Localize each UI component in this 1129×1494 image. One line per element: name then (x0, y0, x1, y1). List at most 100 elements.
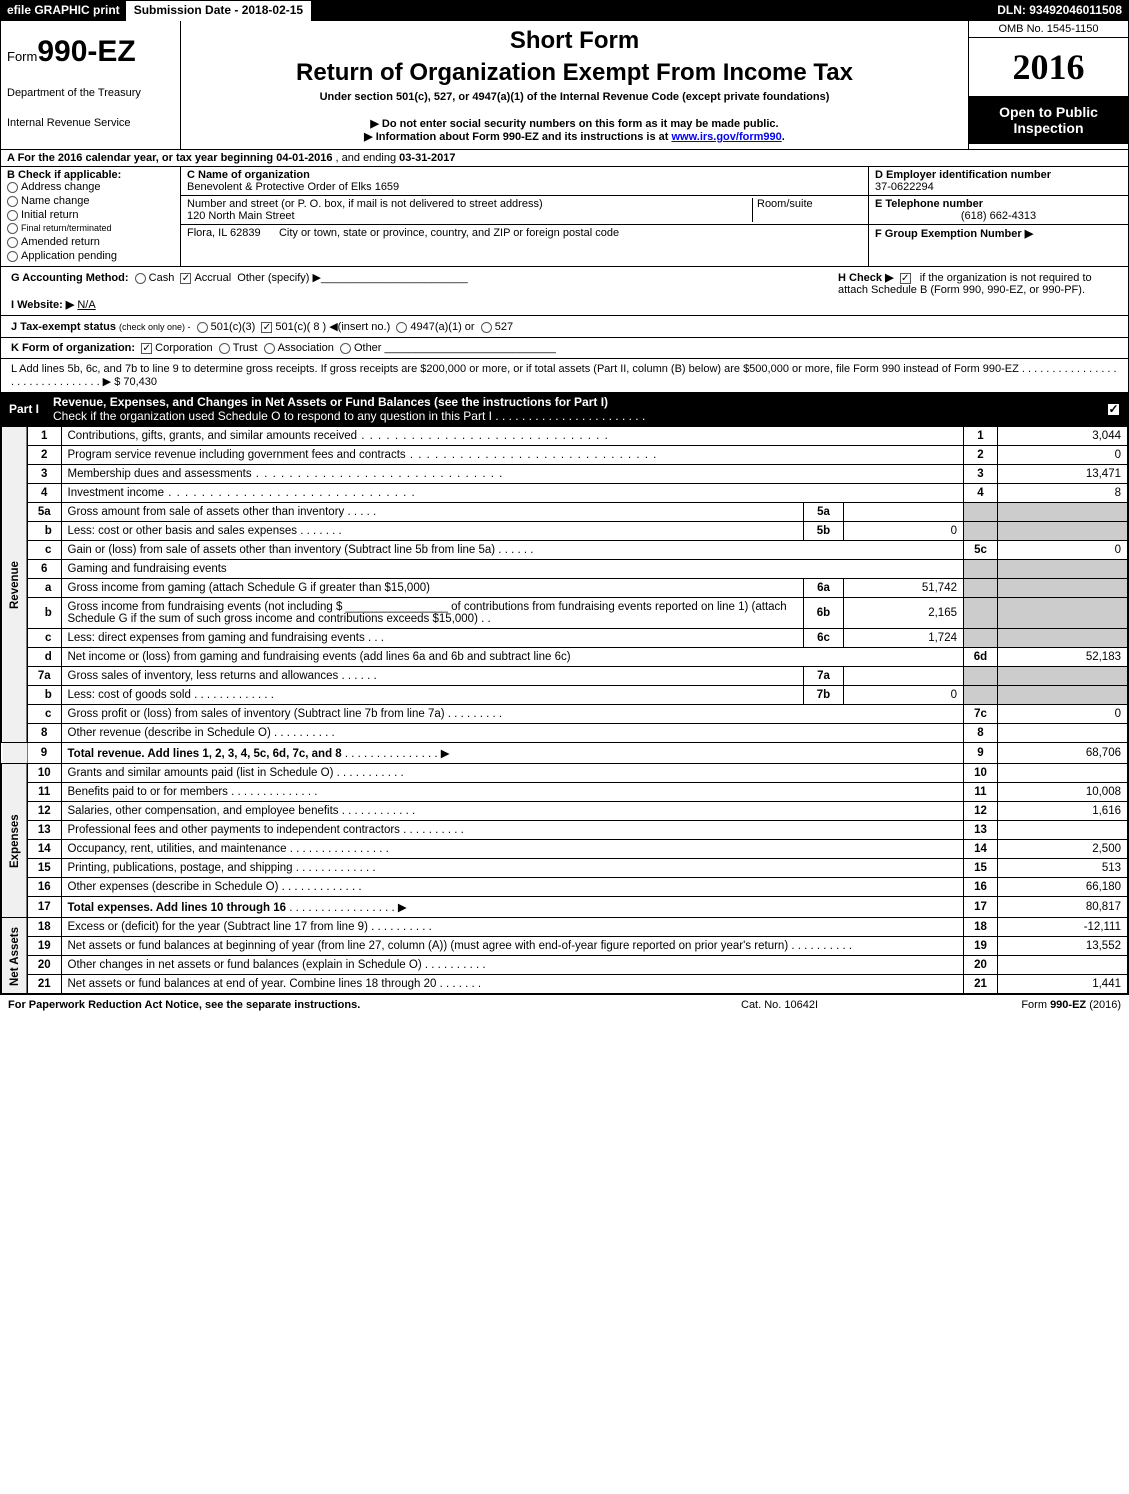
part1-check-text: Check if the organization used Schedule … (53, 409, 645, 423)
l6a-n: a (27, 579, 61, 598)
l3-d: Membership dues and assessments (68, 468, 252, 480)
line-5c: c Gain or (loss) from sale of assets oth… (2, 541, 1128, 560)
l5a-iv (844, 503, 964, 522)
l20-n: 20 (27, 956, 61, 975)
l6b-d: Gross income from fundraising events (no… (68, 601, 787, 625)
k-corp: Corporation (155, 342, 212, 354)
k-trust-radio[interactable] (219, 343, 230, 354)
l7b-grey2 (998, 686, 1128, 705)
line-13: 13 Professional fees and other payments … (2, 821, 1128, 840)
l1-n: 1 (27, 427, 61, 446)
l15-a: 513 (998, 859, 1128, 878)
form-prefix: Form (7, 49, 37, 64)
l2-a: 0 (998, 446, 1128, 465)
l6-grey2 (998, 560, 1128, 579)
l10-r: 10 (964, 764, 998, 783)
cb-initial[interactable]: Initial return (7, 209, 174, 221)
l14-r: 14 (964, 840, 998, 859)
k-assoc-radio[interactable] (264, 343, 275, 354)
l10-a (998, 764, 1128, 783)
h-label: H Check ▶ (838, 272, 894, 284)
l6d-n: d (27, 648, 61, 667)
city-row: Flora, IL 62839 City or town, state or p… (181, 225, 868, 265)
j-label: J Tax-exempt status (11, 321, 116, 333)
l11-a: 10,008 (998, 783, 1128, 802)
l7c-n: c (27, 705, 61, 724)
e-label: E Telephone number (875, 198, 983, 210)
l7a-grey2 (998, 667, 1128, 686)
l1-d: Contributions, gifts, grants, and simila… (68, 430, 358, 442)
k-other-radio[interactable] (340, 343, 351, 354)
header-row: Form990-EZ Department of the Treasury In… (1, 21, 1128, 150)
l19-n: 19 (27, 937, 61, 956)
cb-pending[interactable]: Application pending (7, 250, 174, 262)
l2-r: 2 (964, 446, 998, 465)
form-990ez: efile GRAPHIC print Submission Date - 20… (0, 0, 1129, 995)
note-2: ▶ Information about Form 990-EZ and its … (187, 130, 962, 143)
cb-final[interactable]: Final return/terminated (7, 223, 174, 234)
l7b-grey1 (964, 686, 998, 705)
period-label: A For the 2016 calendar year, or tax yea… (7, 152, 276, 164)
org-name-row: C Name of organization Benevolent & Prot… (181, 167, 868, 196)
l8-r: 8 (964, 724, 998, 743)
l3-n: 3 (27, 465, 61, 484)
side-rev-blank (2, 743, 28, 764)
l5c-n: c (27, 541, 61, 560)
f-label: F Group Exemption Number ▶ (875, 228, 1033, 240)
l19-r: 19 (964, 937, 998, 956)
l17-d: Total expenses. Add lines 10 through 16 (68, 902, 287, 914)
l21-r: 21 (964, 975, 998, 994)
l9-d: Total revenue. Add lines 1, 2, 3, 4, 5c,… (68, 748, 342, 760)
cb-name-change[interactable]: Name change (7, 195, 174, 207)
footer-right-bold: 990-EZ (1050, 999, 1086, 1011)
footer: For Paperwork Reduction Act Notice, see … (0, 995, 1129, 1015)
checkbox-b: B Check if applicable: Address change Na… (1, 167, 181, 266)
side-revenue: Revenue (2, 427, 28, 743)
l18-d: Excess or (deficit) for the year (Subtra… (68, 921, 368, 933)
l6b-grey1 (964, 598, 998, 629)
l10-n: 10 (27, 764, 61, 783)
l16-r: 16 (964, 878, 998, 897)
j-o4-radio[interactable] (481, 322, 492, 333)
g-cash-radio[interactable] (135, 273, 146, 284)
cb-addr-change[interactable]: Address change (7, 181, 174, 193)
line-16: 16 Other expenses (describe in Schedule … (2, 878, 1128, 897)
l8-n: 8 (27, 724, 61, 743)
j-o2-check[interactable] (261, 322, 272, 333)
l20-d: Other changes in net assets or fund bala… (68, 959, 422, 971)
omb-number: OMB No. 1545-1150 (969, 21, 1128, 38)
l5b-grey2 (998, 522, 1128, 541)
room-suite: Room/suite (752, 198, 862, 222)
part1-title: Revenue, Expenses, and Changes in Net As… (53, 395, 608, 409)
k-other: Other (354, 342, 382, 354)
line-9: 9 Total revenue. Add lines 1, 2, 3, 4, 5… (2, 743, 1128, 764)
header-center: Short Form Return of Organization Exempt… (181, 21, 968, 149)
g-accrual-check[interactable] (180, 273, 191, 284)
l6b-iv: 2,165 (844, 598, 964, 629)
topbar: efile GRAPHIC print Submission Date - 20… (1, 1, 1128, 21)
j-o1-radio[interactable] (197, 322, 208, 333)
period-mid: , and ending (336, 152, 400, 164)
l8-a (998, 724, 1128, 743)
j-o3-radio[interactable] (396, 322, 407, 333)
l12-r: 12 (964, 802, 998, 821)
l5b-in: 5b (804, 522, 844, 541)
l6c-grey2 (998, 629, 1128, 648)
l21-n: 21 (27, 975, 61, 994)
cb-amended[interactable]: Amended return (7, 236, 174, 248)
k-corp-check[interactable] (141, 343, 152, 354)
h-checkbox[interactable] (900, 273, 911, 284)
l7a-d: Gross sales of inventory, less returns a… (68, 670, 339, 682)
l11-n: 11 (27, 783, 61, 802)
l14-d: Occupancy, rent, utilities, and maintena… (68, 843, 287, 855)
irs-link[interactable]: www.irs.gov/form990 (672, 131, 782, 143)
l12-a: 1,616 (998, 802, 1128, 821)
l17-r: 17 (964, 897, 998, 918)
k-label: K Form of organization: (11, 342, 135, 354)
street: 120 North Main Street (187, 210, 752, 222)
l1-a: 3,044 (998, 427, 1128, 446)
part1-checkbox[interactable]: ✓ (1107, 403, 1120, 416)
l16-a: 66,180 (998, 878, 1128, 897)
l10-d: Grants and similar amounts paid (list in… (68, 767, 334, 779)
l6a-d: Gross income from gaming (attach Schedul… (68, 582, 430, 594)
